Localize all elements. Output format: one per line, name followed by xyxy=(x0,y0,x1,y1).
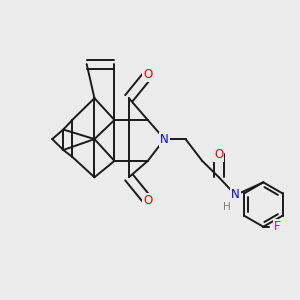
Text: N: N xyxy=(231,188,240,202)
Text: F: F xyxy=(274,220,280,233)
Text: H: H xyxy=(223,202,230,212)
Text: O: O xyxy=(214,148,224,160)
Text: O: O xyxy=(143,194,152,207)
Text: N: N xyxy=(160,133,169,146)
Text: O: O xyxy=(143,68,152,82)
